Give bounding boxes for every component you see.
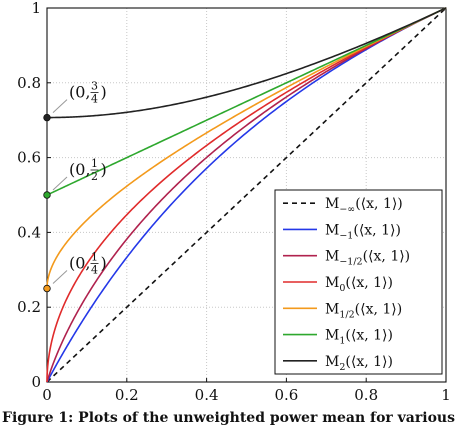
annotation-numerator-0: 3 [91,80,98,93]
figure-caption: Figure 1: Plots of the unweighted power … [2,410,455,426]
x-tick-label-0: 0 [42,386,52,404]
x-tick-label-2: 0.4 [195,386,219,404]
annotation-close-1: ) [101,160,107,179]
tick-labels: 0 0.2 0.4 0.6 0.8 1 0 0.2 0.4 0.6 0.8 1 [17,0,451,404]
legend-label-m1: M−1(⟨x, 1⟩) [325,222,401,241]
legend-label-m0: M0(⟨x, 1⟩) [325,275,393,294]
series-curves [46,7,447,383]
annotation-marker-2 [43,284,51,293]
y-tick-label-1: 0.2 [17,298,41,316]
power-mean-chart: 0 0.2 0.4 0.6 0.8 100.20.40.60.81 (0, 34)(0, … [17,0,451,404]
annotation-label-1: (0, [69,160,91,179]
legend-label-mhalfneg: M−1/2(⟨x, 1⟩) [325,249,410,268]
y-tick-label-5: 1 [31,0,41,17]
annotation-leader-0 [52,99,68,113]
series-line-m0 [46,7,447,382]
series-line-m1p [46,7,447,196]
x-tick-label-1: 0.2 [115,386,139,404]
series-line-mhalfneg [46,7,447,383]
y-tick-label-2: 0.4 [17,223,41,241]
legend: M−∞(⟨x, 1⟩) M−1(⟨x, 1⟩) M−1/2(⟨x, 1⟩) M0(⟨x… [274,189,443,375]
annotation-marker-1 [43,191,51,199]
annotation-denominator-0: 4 [91,93,98,106]
x-tick-label-4: 0.8 [354,386,378,404]
series-line-mhalf [46,7,447,289]
legend-label-m2: M2(⟨x, 1⟩) [325,354,393,373]
legend-label-m1p: M1(⟨x, 1⟩) [325,328,393,347]
y-tick-label-3: 0.6 [17,149,41,167]
legend-label-mhalf: M1/2(⟨x, 1⟩) [325,301,402,320]
annotation-close-0: ) [101,83,107,102]
series-line-minf [46,7,447,383]
annotation-numerator-2: 1 [91,251,98,264]
legend-label-minf: M−∞(⟨x, 1⟩) [325,196,403,215]
series-line-m1 [46,7,447,383]
x-tick-label-5: 1 [441,386,451,404]
annotation-denominator-2: 4 [91,264,98,277]
y-tick-label-0: 0 [31,373,41,391]
annotation-label-2: (0, [69,254,91,273]
point-annotations: (0, 34)(0, 12)(0, 14) [43,80,107,293]
y-tick-label-4: 0.8 [17,74,41,92]
annotation-numerator-1: 1 [91,157,98,170]
annotation-denominator-1: 2 [91,170,98,183]
annotation-close-2: ) [101,254,107,273]
annotation-leader-2 [52,270,68,284]
series-line-m2 [47,7,447,119]
annotation-marker-0 [43,113,51,122]
x-tick-label-3: 0.6 [274,386,298,404]
annotation-label-0: (0, [69,83,91,102]
annotation-leader-1 [52,176,68,191]
